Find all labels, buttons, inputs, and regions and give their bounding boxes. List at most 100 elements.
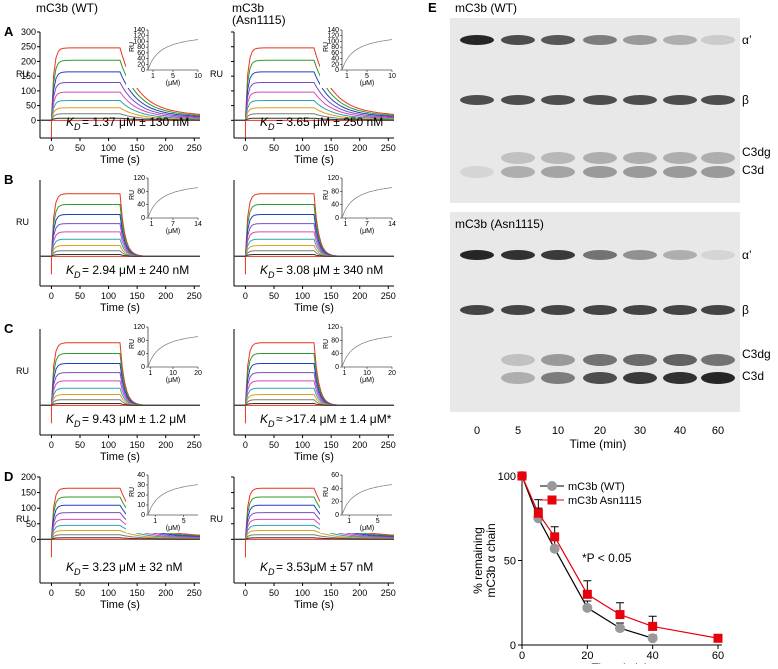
inset-fit	[341, 484, 393, 516]
gel-band	[701, 250, 735, 260]
inset-y-label: RU	[129, 339, 136, 349]
inset-fit	[341, 39, 393, 71]
gel-band	[623, 354, 657, 366]
sensorgram	[234, 254, 394, 257]
inset-y-tick-label: 0	[335, 512, 339, 519]
panel-letter: A	[4, 24, 14, 39]
gel-band	[541, 354, 575, 366]
y-axis-label: RU	[16, 69, 29, 79]
kd-symbol: K	[66, 412, 75, 426]
x-tick-label: 200	[352, 440, 367, 450]
sensorgram	[40, 537, 200, 540]
gel-image	[450, 18, 740, 203]
legend-marker	[547, 481, 557, 491]
gel-band	[623, 35, 657, 45]
inset-fit	[341, 336, 393, 368]
x-tick-label: 50	[269, 440, 279, 450]
kd-subscript: D	[74, 122, 81, 132]
y-tick-label: 300	[21, 27, 36, 37]
inset-x-label: (μM)	[360, 228, 375, 235]
marker	[713, 633, 723, 643]
gel-band	[701, 354, 735, 366]
inset-fit	[147, 484, 199, 516]
inset-x-tick-label: 10	[388, 73, 396, 80]
sensorgram	[234, 387, 394, 406]
column-title: mC3b	[232, 1, 264, 15]
lane-label: 5	[515, 425, 521, 437]
legend-label: mC3b (WT)	[568, 481, 625, 493]
y-axis-label: RU	[16, 217, 29, 227]
marker	[517, 471, 527, 481]
gel-band	[541, 372, 575, 384]
gel-band	[701, 95, 735, 105]
gel-band	[663, 372, 697, 384]
x-tick-label: 100	[101, 440, 116, 450]
y-tick-label: 150	[21, 71, 36, 81]
inset-x-tick-label: 1	[151, 73, 155, 80]
sensorgram	[234, 59, 395, 121]
kd-value: = 1.37 μM ± 130 nM	[82, 115, 189, 129]
gel-band	[541, 166, 575, 178]
legend-marker	[547, 495, 557, 505]
y-tick-label: 150	[21, 488, 36, 498]
x-tick-label: 0	[49, 440, 54, 450]
sensorgram	[40, 91, 201, 121]
panel-letter: B	[4, 172, 13, 187]
kd-subscript: D	[268, 122, 275, 132]
inset-x-tick-label: 14	[388, 221, 396, 228]
x-tick-label: 250	[381, 143, 396, 153]
inset-y-tick-label: 0	[141, 67, 145, 74]
sensorgram	[40, 403, 200, 406]
x-tick-label: 0	[49, 291, 54, 301]
x-tick-label: 250	[381, 440, 396, 450]
x-axis-label: Time (s)	[294, 451, 334, 463]
inset-bg	[320, 473, 398, 533]
inset-y-tick-label: 0	[335, 215, 339, 222]
kd-subscript: D	[74, 567, 81, 577]
sensorgram	[234, 71, 395, 121]
gel-band	[623, 166, 657, 178]
inset-x-tick-label: 1	[345, 73, 349, 80]
gel-band	[701, 372, 735, 384]
kd-value: = 3.53μM ± 57 nM	[276, 560, 373, 574]
sensorgram	[234, 403, 394, 406]
inset-y-label: RU	[323, 190, 330, 200]
gel-band	[583, 372, 617, 384]
sensorgram	[234, 113, 394, 121]
inset-x-tick-label: 1	[344, 221, 348, 228]
x-tick-label: 200	[352, 143, 367, 153]
x-tick-label: 40	[647, 650, 659, 662]
gel-band	[501, 354, 535, 366]
band-label: C3d	[742, 369, 764, 383]
inset-x-tick-label: 10	[194, 73, 202, 80]
marker	[550, 532, 560, 542]
gel-title: mC3b (Asn1115)	[455, 217, 544, 231]
inset-y-tick-label: 120	[327, 324, 339, 331]
inset-y-tick-label: 120	[133, 33, 145, 40]
gel-band	[701, 166, 735, 178]
kd-subscript: D	[268, 270, 275, 280]
sensorgram	[40, 107, 200, 121]
gel-band	[663, 250, 697, 260]
inset-x-tick-label: 14	[194, 221, 202, 228]
inset-y-tick-label: 0	[141, 512, 145, 519]
gel-band	[623, 152, 657, 164]
y-axis-label: RU	[16, 366, 29, 376]
inset-y-tick-label: 40	[331, 202, 339, 209]
gel-band	[501, 35, 535, 45]
x-tick-label: 150	[324, 588, 339, 598]
gel-band	[663, 35, 697, 45]
inset-bg	[126, 473, 204, 533]
x-tick-label: 50	[269, 291, 279, 301]
y-axis-label: RU	[16, 514, 29, 524]
x-axis-label: Time (s)	[100, 451, 140, 463]
legend-label: mC3b Asn1115	[568, 495, 642, 507]
kd-symbol: K	[66, 115, 75, 129]
gel-band	[583, 35, 617, 45]
gel-band	[583, 250, 617, 260]
inset-x-tick-label: 1	[347, 518, 351, 525]
inset-bg	[126, 28, 204, 88]
x-tick-label: 200	[158, 143, 173, 153]
